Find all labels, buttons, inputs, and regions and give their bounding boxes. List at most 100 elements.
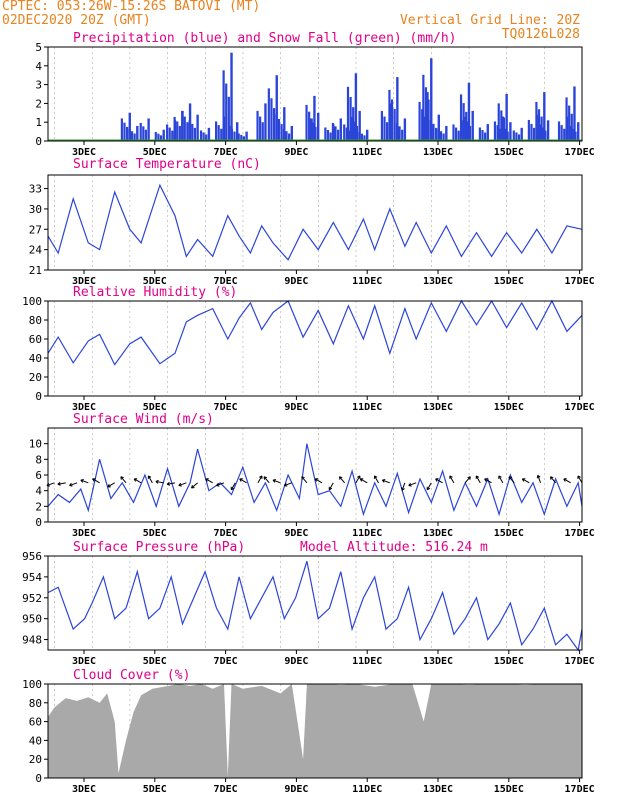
wind-arrow-head: [107, 483, 111, 488]
precip-bar: [515, 132, 518, 141]
wind-arrow: [205, 478, 213, 484]
precip-bar: [532, 127, 536, 141]
precip-bar: [171, 130, 174, 141]
precip-bar: [288, 133, 291, 141]
wind-arrow: [355, 475, 361, 484]
precip-bar: [463, 116, 466, 141]
cloud-ytick-label: 0: [35, 772, 42, 785]
wind-arrow: [257, 475, 263, 484]
precip-bar: [386, 122, 389, 141]
precip-ytick-label: 1: [35, 116, 42, 129]
precip-bar: [501, 125, 504, 141]
precip-xtick-label: 13DEC: [423, 147, 453, 158]
wind-ytick-label: 0: [35, 516, 42, 529]
precip-bar: [154, 131, 157, 141]
wind-arrow-head: [80, 479, 84, 483]
precip-bar: [350, 116, 353, 141]
precip-bar: [193, 127, 197, 141]
precip-bar: [346, 86, 350, 141]
cloud-xtick-label: 3DEC: [72, 784, 96, 795]
rh-ytick-label: 100: [22, 295, 42, 308]
pres-ytick-label: 950: [22, 613, 42, 626]
wind-arrow: [563, 478, 571, 484]
precip-bar: [205, 134, 208, 141]
precip-bar: [462, 103, 465, 141]
precip-bar: [136, 125, 139, 141]
precip-bar: [173, 116, 176, 141]
pres-ytick-label: 948: [22, 634, 42, 647]
precip-bar: [497, 103, 500, 141]
precip-bar: [388, 89, 391, 141]
rh-ytick-label: 60: [29, 333, 42, 346]
pres-xtick-label: 13DEC: [423, 656, 453, 667]
precip-bar: [176, 121, 179, 141]
precip-bar: [452, 124, 455, 141]
wind-arrow-head: [498, 475, 502, 479]
precip-bar: [220, 128, 223, 141]
wind-arrow: [328, 482, 334, 491]
precip-bar: [483, 132, 487, 141]
wind-xtick-label: 5DEC: [143, 528, 167, 539]
temp-xtick-label: 11DEC: [352, 276, 382, 287]
wind-arrow: [314, 478, 323, 484]
temp-xtick-label: 7DEC: [214, 276, 238, 287]
wind-arrow-head: [338, 476, 343, 480]
pres-xtick-label: 11DEC: [352, 656, 382, 667]
precip-bar: [142, 126, 145, 141]
cloud-ytick-label: 60: [29, 716, 42, 729]
temp-series-line: [47, 183, 583, 261]
rh-xtick-label: 9DEC: [284, 402, 308, 413]
wind-arrow: [508, 476, 515, 484]
pres-frame: [47, 555, 583, 651]
precip-bar: [353, 121, 356, 141]
cloud-ytick-label: 40: [29, 734, 42, 747]
wind-arrow-head: [426, 486, 431, 491]
precip-bar: [478, 127, 481, 141]
cloud-xtick-label: 15DEC: [494, 784, 524, 795]
precip-bar: [186, 122, 189, 141]
temp-ytick-label: 21: [29, 264, 42, 277]
wind-arrow-head: [449, 475, 453, 479]
pres-ytick-label: 956: [22, 550, 42, 563]
wind-arrow: [263, 476, 270, 484]
precip-bar: [571, 128, 575, 141]
pres-series-line: [47, 561, 583, 652]
precip-bar: [217, 125, 220, 141]
precip-bar: [390, 99, 394, 141]
precip-bar: [468, 125, 472, 141]
wind-frame: [47, 427, 583, 523]
precip-bar: [546, 120, 550, 141]
precip-bar: [565, 97, 568, 141]
pres-xtick-label: 7DEC: [214, 656, 238, 667]
precip-bar: [430, 58, 433, 141]
cloud-xtick-label: 17DEC: [565, 784, 595, 795]
pres-ytick-label: 952: [22, 592, 42, 605]
wind-arrow: [178, 482, 187, 487]
wind-arrow: [284, 482, 292, 487]
wind-arrow: [57, 482, 66, 485]
wind-series-line: [47, 443, 583, 517]
wind-arrow-head: [328, 486, 333, 491]
precip-bar: [439, 131, 443, 141]
wind-arrow: [167, 482, 176, 485]
wind-arrow-head: [373, 475, 378, 479]
precip-bar: [500, 110, 503, 141]
precip-bar: [181, 110, 184, 141]
precip-bar: [337, 129, 340, 141]
wind-ytick-label: 4: [35, 485, 42, 498]
precip-bar: [539, 124, 542, 141]
precip-bar: [227, 96, 230, 141]
cloud-xtick-label: 11DEC: [352, 784, 382, 795]
precip-bar: [157, 133, 160, 141]
temp-xtick-label: 13DEC: [423, 276, 453, 287]
wind-arrow-head: [484, 478, 488, 482]
precip-ytick-label: 3: [35, 79, 42, 92]
precip-bar: [465, 111, 468, 141]
wind-xtick-label: 11DEC: [352, 528, 382, 539]
precip-bar: [423, 116, 426, 141]
precip-bar: [437, 128, 440, 141]
precip-frame: [47, 46, 583, 142]
precip-bar: [242, 136, 246, 141]
precip-bar: [395, 122, 399, 141]
precip-bar: [188, 119, 191, 141]
